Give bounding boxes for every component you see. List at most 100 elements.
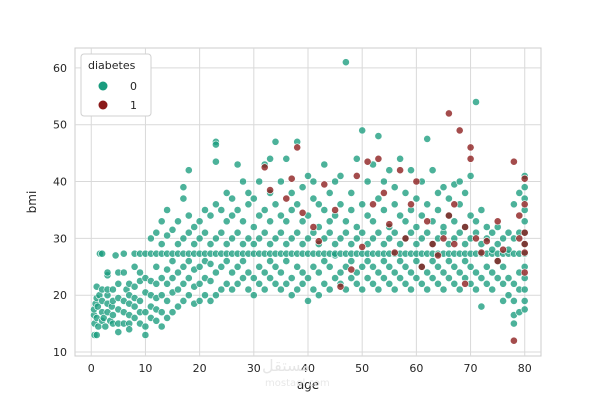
data-point-diabetes-0 (510, 296, 518, 305)
data-point-diabetes-1 (439, 234, 448, 243)
data-point-diabetes-0 (358, 200, 367, 209)
data-point-diabetes-0 (428, 274, 437, 282)
data-point-diabetes-1 (472, 234, 480, 243)
data-point-diabetes-0 (488, 228, 497, 237)
legend-marker-0 (98, 81, 108, 91)
data-point-diabetes-0 (455, 228, 464, 237)
data-point-diabetes-1 (520, 228, 529, 237)
data-point-diabetes-0 (179, 262, 188, 271)
data-point-diabetes-1 (336, 282, 345, 291)
data-point-diabetes-0 (379, 177, 388, 186)
data-point-diabetes-0 (434, 206, 442, 214)
data-point-diabetes-0 (379, 206, 388, 214)
data-point-diabetes-0 (266, 240, 274, 248)
data-point-diabetes-0 (390, 285, 399, 294)
data-point-diabetes-0 (211, 140, 220, 149)
data-point-diabetes-0 (385, 234, 394, 243)
data-point-diabetes-0 (163, 313, 171, 322)
data-point-diabetes-0 (179, 183, 188, 192)
data-point-diabetes-0 (298, 268, 307, 277)
data-point-diabetes-0 (320, 206, 329, 214)
data-point-diabetes-0 (347, 274, 356, 282)
data-point-diabetes-0 (336, 171, 345, 180)
data-point-diabetes-0 (347, 206, 356, 214)
data-point-diabetes-0 (228, 268, 236, 277)
x-tick-label: 50 (355, 362, 369, 375)
data-point-diabetes-0 (499, 262, 507, 271)
data-point-diabetes-0 (515, 188, 524, 197)
data-point-diabetes-1 (314, 237, 323, 246)
data-point-diabetes-0 (228, 194, 236, 203)
data-point-diabetes-0 (130, 262, 139, 271)
data-point-diabetes-1 (369, 200, 377, 209)
data-point-diabetes-0 (152, 262, 161, 271)
data-point-diabetes-1 (428, 240, 437, 248)
data-point-diabetes-0 (352, 223, 361, 231)
data-point-diabetes-1 (510, 157, 518, 166)
data-point-diabetes-0 (482, 223, 491, 231)
data-point-diabetes-0 (195, 217, 204, 226)
data-point-diabetes-0 (287, 206, 296, 214)
data-point-diabetes-0 (461, 257, 469, 265)
data-point-diabetes-0 (266, 154, 274, 163)
data-point-diabetes-0 (385, 166, 394, 175)
data-point-diabetes-1 (407, 200, 415, 209)
data-point-diabetes-0 (239, 257, 247, 265)
data-point-diabetes-0 (195, 296, 204, 305)
data-point-diabetes-0 (314, 291, 323, 300)
data-point-diabetes-0 (407, 285, 415, 294)
data-point-diabetes-0 (379, 240, 388, 248)
data-point-diabetes-1 (347, 265, 356, 274)
data-point-diabetes-0 (472, 285, 480, 294)
data-point-diabetes-1 (515, 234, 524, 243)
data-point-diabetes-0 (239, 274, 247, 282)
data-point-diabetes-1 (520, 200, 529, 209)
data-point-diabetes-0 (255, 279, 264, 288)
data-point-diabetes-0 (222, 217, 231, 226)
data-point-diabetes-1 (287, 174, 296, 183)
data-point-diabetes-0 (466, 211, 475, 220)
data-point-diabetes-0 (174, 240, 182, 248)
data-point-diabetes-0 (428, 166, 437, 175)
data-point-diabetes-0 (228, 285, 236, 294)
data-point-diabetes-0 (206, 259, 215, 268)
data-point-diabetes-0 (520, 285, 529, 294)
data-point-diabetes-0 (499, 296, 507, 305)
data-point-diabetes-1 (444, 109, 453, 118)
data-point-diabetes-0 (434, 279, 442, 288)
data-point-diabetes-0 (239, 240, 247, 248)
data-point-diabetes-0 (396, 257, 404, 265)
data-point-diabetes-0 (407, 166, 415, 175)
data-point-diabetes-1 (450, 200, 459, 209)
data-point-diabetes-0 (304, 171, 312, 180)
data-point-diabetes-0 (450, 279, 459, 288)
data-point-diabetes-0 (233, 206, 242, 214)
data-point-diabetes-0 (266, 217, 274, 226)
data-point-diabetes-1 (417, 262, 426, 271)
data-point-diabetes-0 (423, 200, 432, 209)
data-point-diabetes-0 (434, 188, 442, 197)
data-point-diabetes-0 (477, 206, 486, 214)
data-point-diabetes-0 (341, 58, 350, 67)
data-point-diabetes-0 (249, 291, 258, 300)
data-point-diabetes-0 (184, 211, 193, 220)
data-point-diabetes-0 (390, 183, 399, 192)
data-point-diabetes-0 (211, 291, 220, 300)
data-point-diabetes-0 (130, 313, 139, 322)
data-point-diabetes-0 (325, 217, 334, 226)
data-point-diabetes-0 (255, 211, 264, 220)
data-point-diabetes-0 (141, 322, 150, 331)
data-point-diabetes-0 (304, 274, 312, 282)
data-point-diabetes-0 (206, 277, 215, 285)
data-point-diabetes-0 (488, 245, 497, 254)
data-point-diabetes-0 (439, 285, 448, 294)
x-tick-label: 60 (409, 362, 423, 375)
data-point-diabetes-0 (179, 296, 188, 305)
data-point-diabetes-0 (168, 257, 177, 265)
data-point-diabetes-0 (320, 160, 329, 169)
data-point-diabetes-0 (249, 240, 258, 248)
data-point-diabetes-0 (141, 308, 150, 317)
data-point-diabetes-0 (298, 183, 307, 192)
data-point-diabetes-1 (293, 143, 302, 152)
data-point-diabetes-0 (211, 268, 220, 277)
